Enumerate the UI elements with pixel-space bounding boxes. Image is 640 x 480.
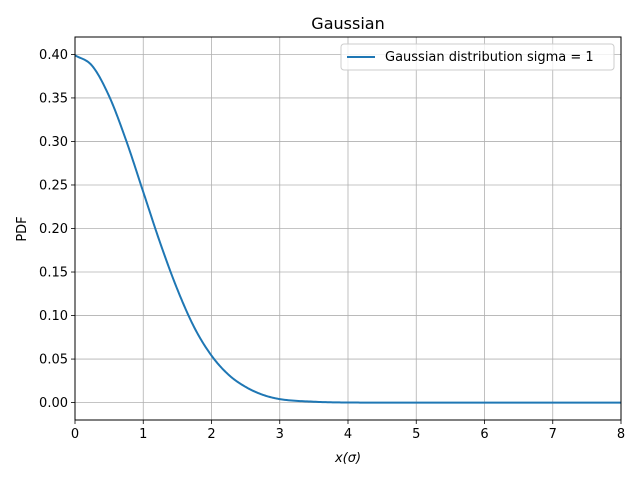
legend-box: [340, 43, 615, 71]
y-axis: 0.00 0.05 0.10 0.15 0.20 0.25 0.30 0.35 0.40: [39, 48, 75, 411]
x-tick-label: 6: [480, 427, 488, 442]
x-tick-label: 3: [276, 427, 284, 442]
y-tick-label: 0.40: [39, 48, 68, 63]
y-tick-label: 0.00: [39, 396, 68, 411]
y-tick-label: 0.15: [39, 266, 68, 281]
grid: [74, 37, 622, 420]
y-tick-label: 0.10: [39, 309, 68, 324]
y-tick-label: 0.25: [39, 178, 68, 193]
y-tick-label: 0.35: [39, 91, 68, 106]
y-tick-label: 0.20: [39, 222, 68, 237]
x-tick-label: 2: [207, 427, 215, 442]
y-tick-label: 0.30: [39, 135, 68, 150]
x-axis-label: x(σ): [334, 451, 361, 466]
x-tick-label: 0: [71, 427, 79, 442]
x-axis: 0 1 2 3 4 5 6 7 8: [71, 420, 625, 442]
x-tick-label: 4: [344, 427, 352, 442]
x-tick-label: 5: [412, 427, 420, 442]
chart-title: Gaussian: [311, 14, 384, 33]
y-axis-label: PDF: [15, 216, 30, 241]
series-layer: [74, 54, 621, 404]
legend: Gaussian distribution sigma = 1: [340, 43, 615, 71]
series-line: [74, 54, 621, 404]
y-tick-label: 0.05: [39, 353, 68, 368]
x-tick-label: 1: [139, 427, 147, 442]
x-tick-label: 7: [549, 427, 557, 442]
legend-label: Gaussian distribution sigma = 1: [385, 50, 594, 65]
x-tick-label: 8: [617, 427, 625, 442]
